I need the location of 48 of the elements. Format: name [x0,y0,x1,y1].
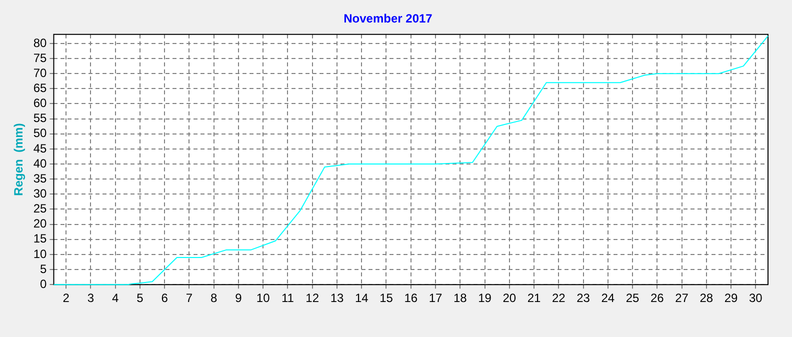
x-tick-label: 6 [161,291,168,306]
y-tick-label: 60 [33,96,48,110]
x-tick-label: 2 [62,291,70,306]
x-tick-label: 20 [502,291,516,306]
x-tick-label: 28 [700,291,714,306]
y-tick-label: 75 [33,50,48,65]
y-tick-label: 10 [33,246,48,261]
y-tick-label: 40 [33,156,48,170]
x-tick-label: 19 [478,291,492,306]
y-axis-title: Regen (mm) [12,123,26,196]
x-tick-label: 18 [453,291,468,306]
y-tick-label: 70 [33,66,48,80]
x-tick-label: 17 [428,291,442,306]
x-tick-label: 27 [675,291,689,306]
x-tick-label: 14 [354,291,369,306]
x-tick-label: 10 [256,291,270,306]
x-tick-label: 8 [210,291,218,306]
y-tick-label: 20 [33,216,48,231]
x-tick-label: 4 [112,291,119,306]
x-tick-label: 15 [380,291,394,306]
y-tick-label: 55 [33,111,48,126]
y-tick-label: 80 [33,36,48,50]
y-tick-label: 50 [33,126,48,140]
x-tick-label: 26 [650,291,664,306]
x-tick-label: 30 [749,291,763,306]
x-tick-label: 9 [235,291,242,306]
y-tick-label: 5 [40,262,48,276]
x-tick-label: 5 [136,291,144,306]
x-tick-label: 25 [626,291,640,306]
x-tick-label: 12 [306,291,320,306]
x-tick-label: 13 [330,291,344,306]
y-tick-label: 35 [33,171,48,186]
x-tick-label: 16 [404,291,418,306]
x-tick-label: 21 [527,291,542,306]
y-tick-label: 25 [33,202,48,216]
x-tick-label: 7 [186,291,193,306]
y-tick-label: 15 [33,232,48,246]
x-tick-label: 24 [601,291,615,306]
x-tick-label: 11 [281,291,294,306]
y-tick-label: 0 [40,276,48,291]
y-tick-label: 30 [33,186,48,200]
y-tick-label: 45 [33,141,48,156]
x-tick-label: 23 [576,291,590,306]
y-tick-label: 65 [33,80,48,95]
x-tick-label: 29 [724,291,738,306]
chart-title: November 2017 [344,12,433,26]
x-tick-label: 22 [552,291,566,306]
x-tick-label: 3 [87,291,94,306]
